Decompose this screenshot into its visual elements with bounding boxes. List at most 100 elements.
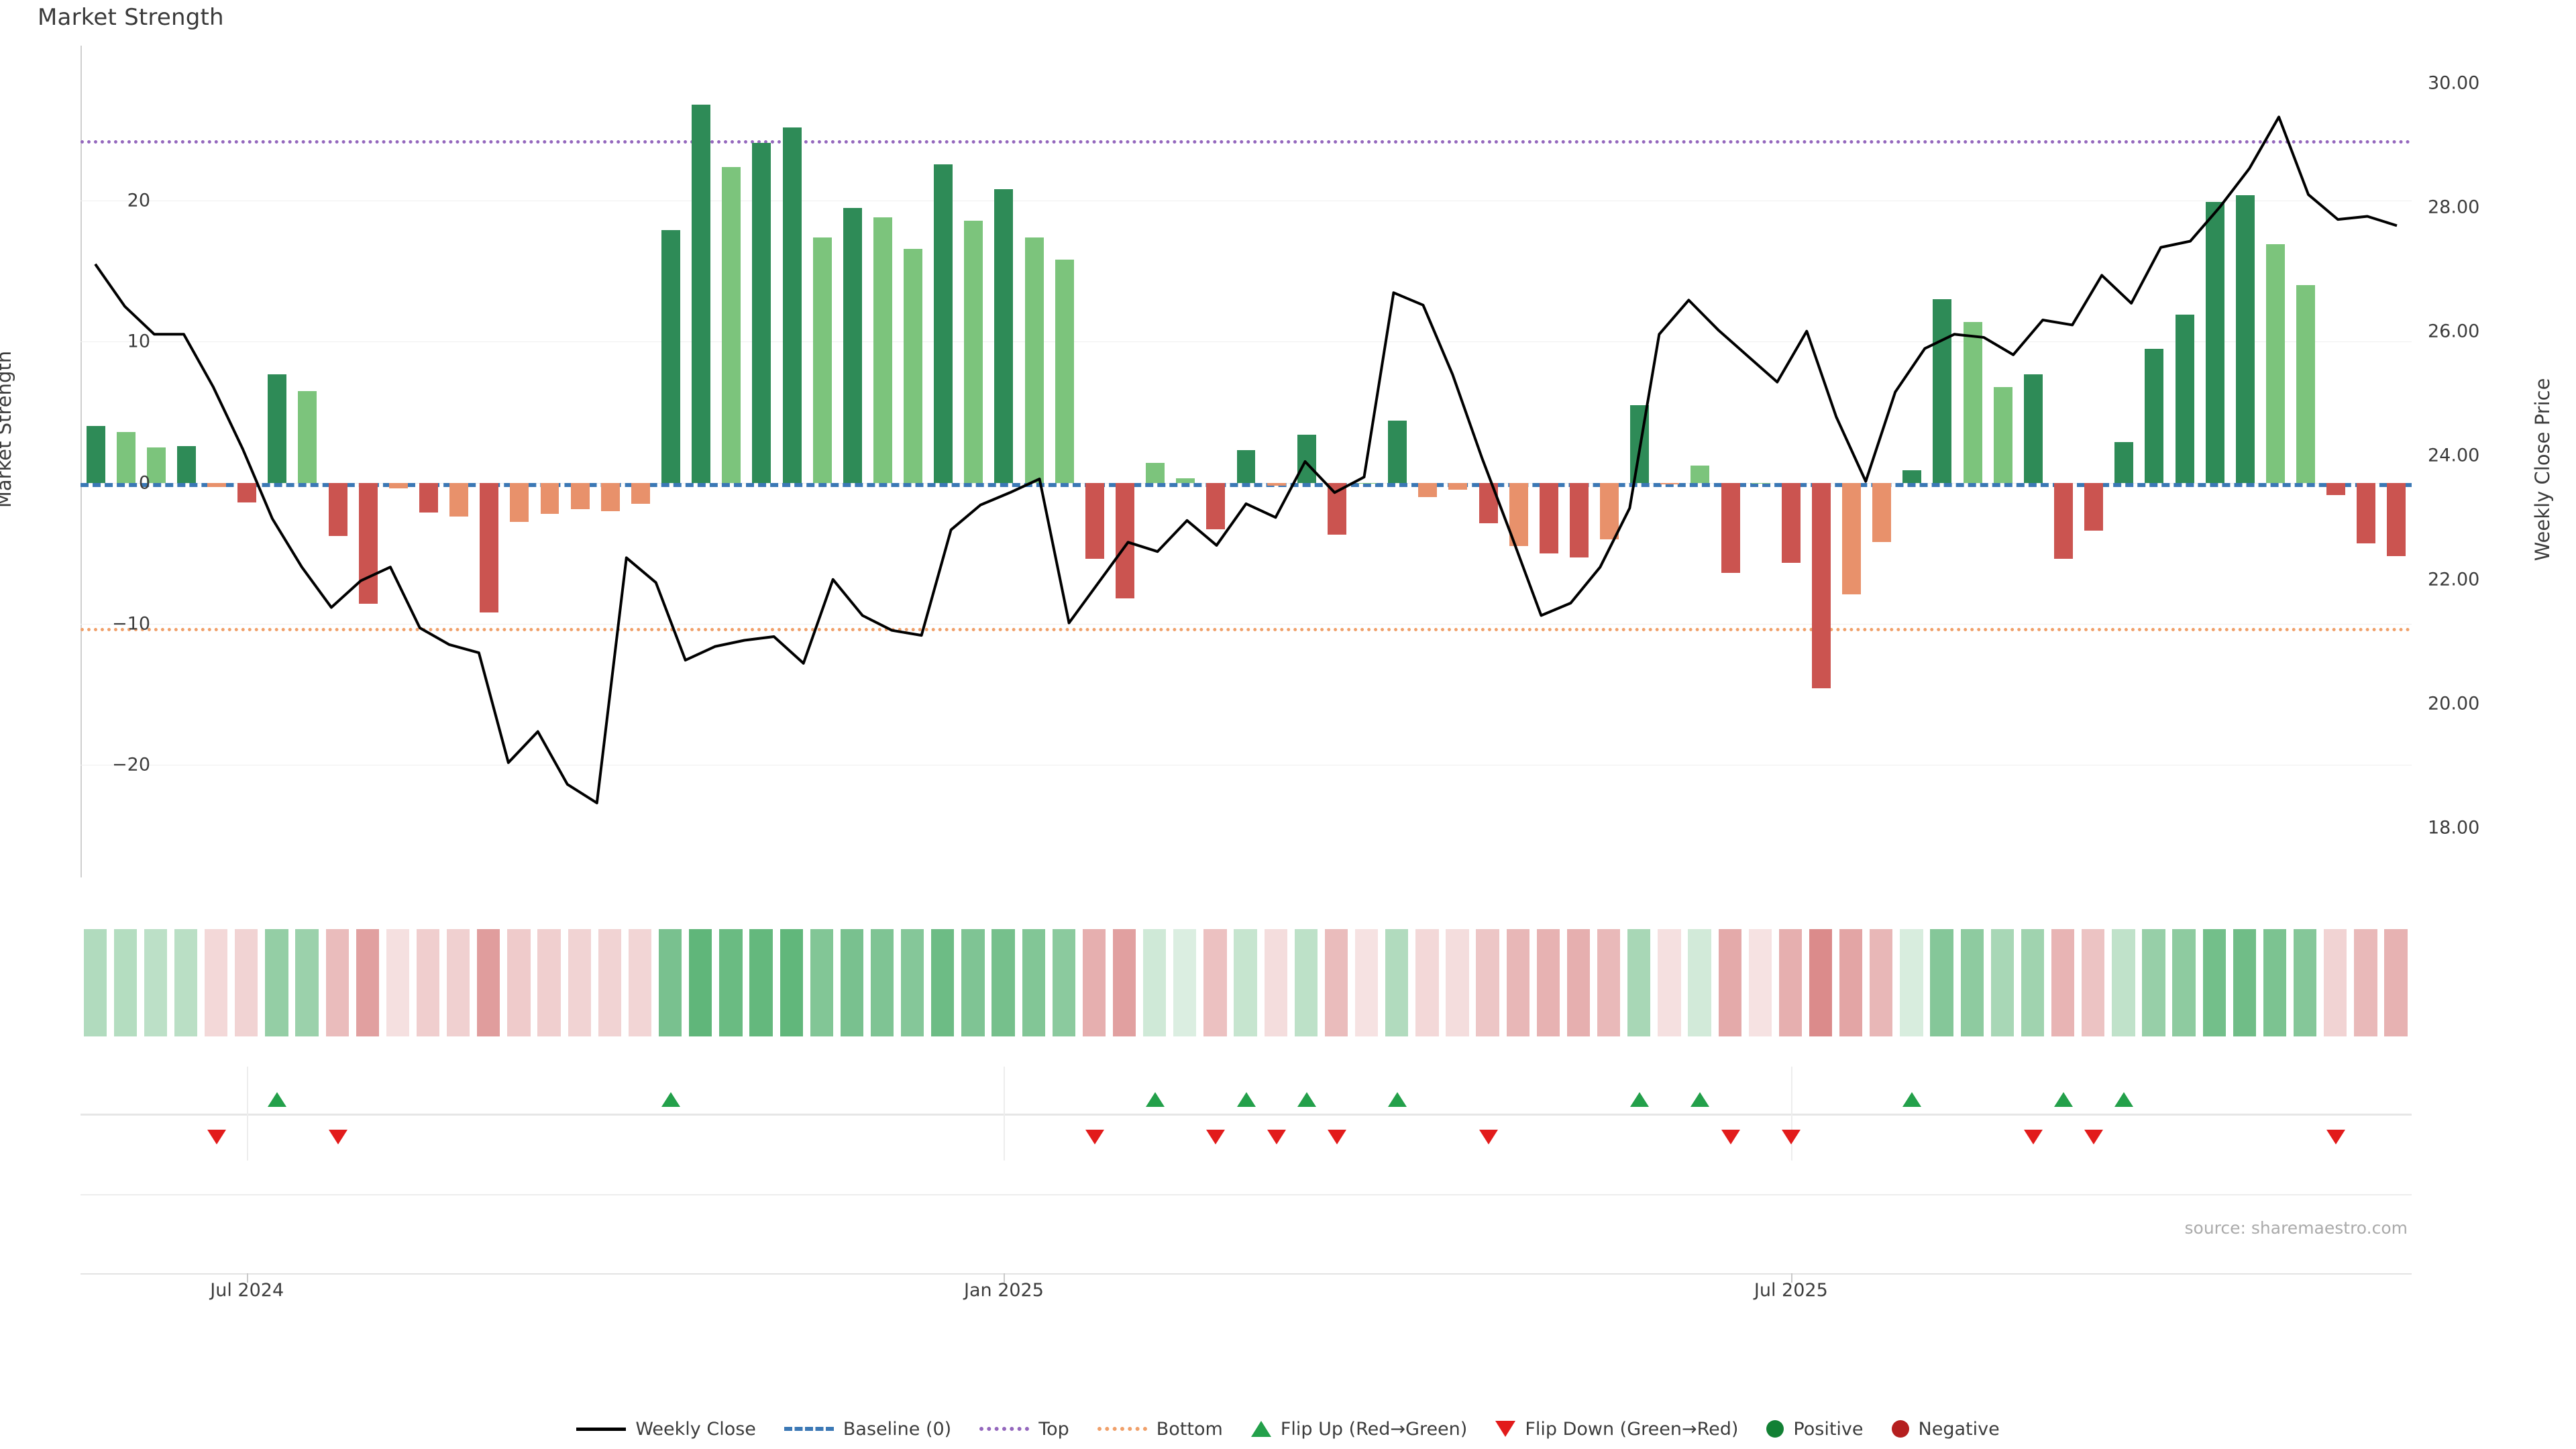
bar <box>480 482 499 612</box>
main-plot-area <box>80 46 2412 877</box>
bar <box>1085 482 1104 559</box>
heat-cell <box>477 929 500 1036</box>
heat-cell <box>2082 929 2105 1036</box>
heat-cell <box>1718 929 1741 1036</box>
legend-item[interactable]: Flip Down (Green→Red) <box>1495 1419 1738 1440</box>
bar <box>86 426 105 483</box>
bar <box>1297 435 1316 483</box>
legend-item[interactable]: Positive <box>1766 1419 1864 1440</box>
bar <box>843 207 862 483</box>
legend-item[interactable]: Bottom <box>1097 1419 1223 1440</box>
flip-marker-panel <box>80 1067 2412 1161</box>
x-axis-upper-rule <box>80 1194 2412 1195</box>
heat-cell <box>1112 929 1136 1036</box>
heat-cell <box>1354 929 1379 1036</box>
bar <box>752 143 771 483</box>
bar <box>540 482 559 514</box>
heat-cell <box>1809 929 1833 1036</box>
weekly-close-polyline <box>94 115 2398 804</box>
heat-cell <box>840 929 864 1036</box>
y-tick-right: 20.00 <box>2428 693 2480 714</box>
bar <box>388 482 408 488</box>
flip-down-marker <box>1781 1130 1801 1144</box>
bar <box>1721 482 1740 574</box>
heat-cell <box>1324 929 1348 1036</box>
bar <box>328 482 347 537</box>
bar <box>570 482 590 510</box>
bar <box>1539 482 1558 553</box>
heat-cell <box>689 929 712 1036</box>
heat-cell <box>386 929 410 1036</box>
flip-up-marker <box>2054 1092 2073 1107</box>
heat-cell <box>961 929 985 1036</box>
weekly-close-line <box>94 115 2398 804</box>
bar <box>631 482 650 504</box>
heat-cell <box>447 929 470 1036</box>
flip-down-marker <box>1327 1130 1346 1144</box>
flip-down-marker <box>2326 1130 2346 1144</box>
heat-cell <box>1688 929 1711 1036</box>
heat-cell <box>1900 929 1923 1036</box>
x-tick-mark <box>1004 1273 1006 1283</box>
x-tick-mark <box>1790 1273 1792 1283</box>
bar <box>934 164 953 483</box>
y-tick-right: 24.00 <box>2428 445 2480 466</box>
heat-cell <box>991 929 1015 1036</box>
flip-up-marker <box>1630 1092 1650 1107</box>
heat-cell <box>568 929 591 1036</box>
heat-cell <box>749 929 773 1036</box>
bar <box>1115 482 1134 598</box>
bar <box>1933 299 1952 483</box>
legend-item[interactable]: Flip Up (Red→Green) <box>1250 1419 1467 1440</box>
bar <box>1690 466 1710 483</box>
bar <box>1872 482 1892 542</box>
legend-item[interactable]: Top <box>979 1419 1069 1440</box>
heat-cell <box>1627 929 1651 1036</box>
bar <box>1993 386 2012 483</box>
heat-cell <box>1415 929 1439 1036</box>
heat-cell <box>1930 929 1953 1036</box>
heat-cell <box>1536 929 1560 1036</box>
heat-cell <box>2384 929 2408 1036</box>
heat-cell <box>1264 929 1287 1036</box>
bar <box>1569 482 1589 557</box>
flip-panel-vgrid <box>247 1067 249 1161</box>
heat-cell <box>1506 929 1529 1036</box>
legend-item[interactable]: Weekly Close <box>576 1419 756 1440</box>
bar <box>1206 482 1226 529</box>
flip-panel-vgrid <box>1004 1067 1006 1161</box>
heat-cell <box>870 929 894 1036</box>
bar <box>1418 482 1438 497</box>
heat-cell <box>113 929 137 1036</box>
heat-cell <box>295 929 319 1036</box>
bar <box>268 374 287 483</box>
heat-cell <box>2142 929 2165 1036</box>
heat-cell <box>2202 929 2226 1036</box>
bar <box>1963 321 1982 483</box>
heat-cell <box>1203 929 1227 1036</box>
heat-cell <box>2324 929 2347 1036</box>
flip-axis-line <box>80 1114 2412 1116</box>
heat-cell <box>1870 929 1893 1036</box>
heat-cell <box>325 929 349 1036</box>
heat-cell <box>810 929 833 1036</box>
triangle-down-red-icon <box>1495 1421 1516 1437</box>
x-axis-lower-rule <box>80 1273 2412 1275</box>
reference-line-bottom <box>80 628 2412 631</box>
heat-cell <box>931 929 955 1036</box>
heat-cell <box>719 929 743 1036</box>
legend-item[interactable]: Baseline (0) <box>784 1419 951 1440</box>
flip-down-marker <box>1085 1130 1104 1144</box>
heat-cell <box>1294 929 1318 1036</box>
legend-item[interactable]: Negative <box>1891 1419 2000 1440</box>
flip-up-marker <box>661 1092 681 1107</box>
heat-cell <box>2354 929 2377 1036</box>
flip-down-marker <box>1267 1130 1286 1144</box>
heat-cell <box>1748 929 1772 1036</box>
bar <box>994 189 1014 483</box>
bar <box>1236 450 1256 483</box>
heat-cell <box>2021 929 2045 1036</box>
flip-up-marker <box>1388 1092 1407 1107</box>
bar <box>2054 482 2073 559</box>
heat-cell <box>235 929 258 1036</box>
